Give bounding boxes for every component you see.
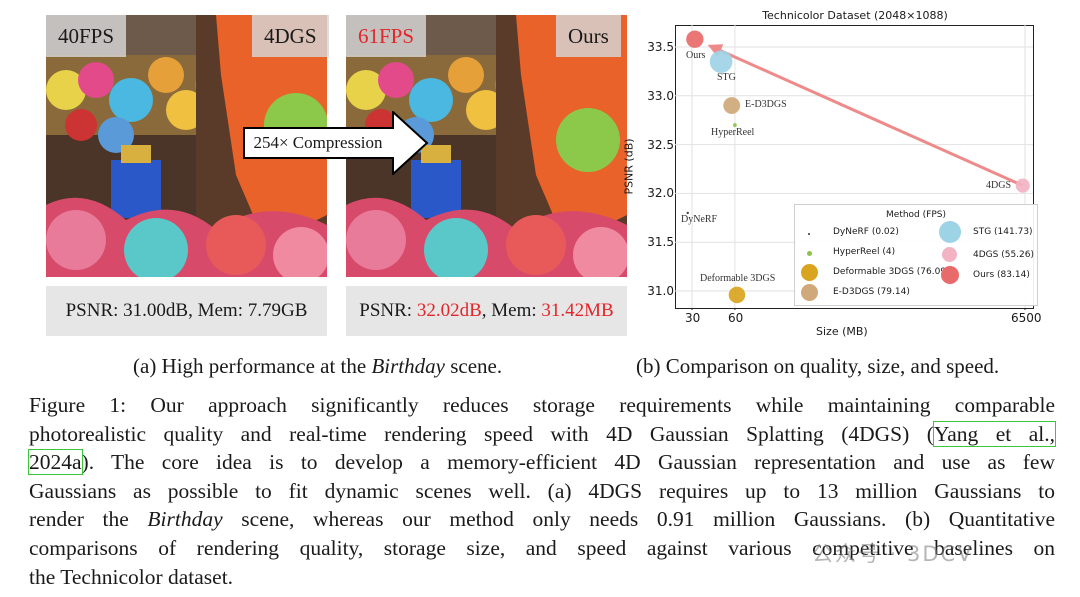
point-label-stg: STG [717,72,736,83]
caption-line: comparisons of rendering quality, storag… [29,535,1055,560]
y-tick-label: 31.0 [647,284,674,298]
photo-ours [346,15,627,277]
legend-dot-icon [941,266,959,284]
compression-trend-arrow [714,46,1024,187]
metrics-prefix: PSNR: [359,300,417,321]
metrics-box-4dgs: PSNR: 31.00dB, Mem: 7.79GB [46,286,327,336]
data-point-e-d3dgs [723,97,741,115]
arrow-head-icon [707,44,724,57]
caption-line: the Technicolor dataset. [29,564,234,589]
data-point-ours [686,30,704,48]
subcaption-a: (a) High performance at the Birthday sce… [133,354,503,378]
fps-label-4dgs: 40FPS [46,15,127,57]
fps-label-ours: 61FPS [346,15,427,57]
watermark: 公众号 · 3DCV [812,542,974,566]
y-tick-label: 32.0 [647,186,674,200]
compression-arrow: 254× Compression [243,109,429,177]
chart-title: Technicolor Dataset (2048×1088) [762,9,948,22]
data-point-deformable-3dgs [728,286,746,304]
caption-line: photorealistic quality and real-time ren… [29,420,1057,447]
point-label-e-d3dgs: E-D3DGS [745,99,787,110]
caption-line: Figure 1: Our approach significantly red… [29,393,1055,417]
point-label-hyperreel: HyperReel [711,127,755,138]
caption-line: 2024a). The core idea is to develop a me… [28,449,1055,476]
y-tick-label: 31.5 [647,235,674,249]
point-label-deformable-3dgs: Deformable 3DGS [700,273,776,284]
mem-value-ours: 31.42MB [541,300,614,321]
caption-line: Gaussians as possible to fit dynamic sce… [29,478,1055,503]
data-point-dynerf [686,211,689,215]
legend-dot-icon [808,233,810,235]
x-tick-label: 6500 [1011,311,1042,325]
legend-dot-icon [939,221,961,243]
caption-line: render the Birthday scene, whereas our m… [29,507,1056,532]
data-point-stg [709,50,733,73]
compression-label: 254× Compression [253,133,383,152]
x-tick-label: 60 [728,311,744,325]
citation-link[interactable]: Yang et al., [932,420,1057,447]
x-tick-label: 30 [685,311,701,325]
psnr-value-ours: 32.02dB [416,300,482,321]
y-tick-label: 32.5 [647,138,674,152]
point-label-dynerf: DyNeRF [681,214,718,225]
point-label-4dgs: 4DGS [986,180,1012,191]
citation-link[interactable]: 2024a [28,449,83,476]
method-label-4dgs: 4DGS [252,15,329,57]
right-arrow-icon [243,109,429,177]
y-tick-label: 33.0 [647,89,674,103]
y-tick-label: 33.5 [647,40,674,54]
metrics-box-ours: PSNR: 32.02dB, Mem: 31.42MB [346,286,627,336]
legend-dot-icon [942,247,957,262]
legend-title: Method (FPS) [886,210,946,220]
data-point-4dgs [1015,178,1030,193]
plot-frame [675,25,1034,309]
y-axis-label: PSNR (dB) [622,138,636,195]
x-axis-label: Size (MB) [816,325,868,338]
data-point-hyperreel [733,123,737,127]
method-label-ours: Ours [556,15,621,57]
legend-dot-icon [801,264,818,281]
chart-legend: Method (FPS) DyNeRF (0.02) HyperReel (4)… [794,204,1038,306]
point-label-ours: Ours [686,50,706,61]
legend-dot-icon [801,284,818,301]
legend-dot-icon [807,251,812,256]
birthday-scene-image-ours [346,15,627,277]
metrics-mid: , Mem: [481,300,542,321]
figure-caption: Figure 1: Our approach significantly red… [28,391,1057,591]
subcaption-b: (b) Comparison on quality, size, and spe… [636,354,1000,378]
